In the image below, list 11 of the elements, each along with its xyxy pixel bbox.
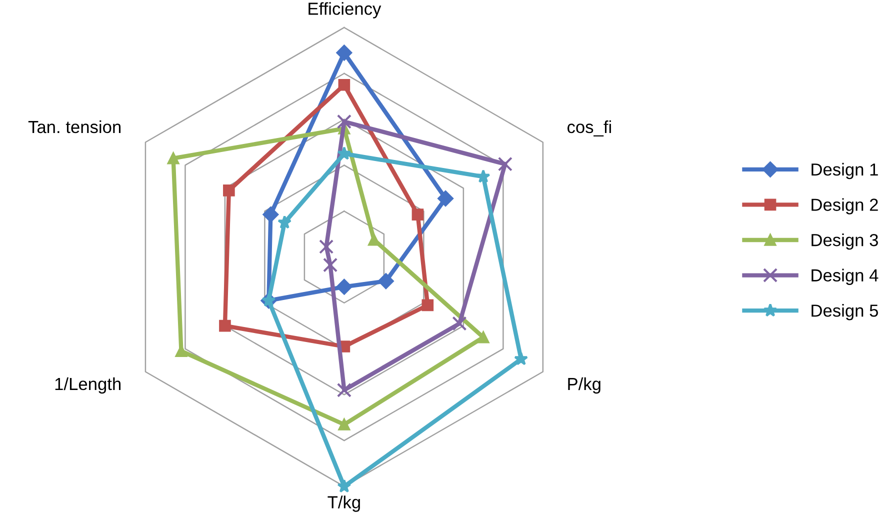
spoke-label: 1/Length bbox=[55, 377, 120, 394]
spoke-label: P/kg bbox=[568, 377, 600, 394]
spoke-label: T/kg bbox=[328, 496, 360, 512]
legend-label: Design 5 bbox=[812, 304, 878, 320]
legend-label: Design 2 bbox=[812, 198, 878, 214]
legend-label: Design 3 bbox=[812, 233, 878, 250]
legend-label: Design 4 bbox=[812, 268, 878, 285]
spoke-label: Efficiency bbox=[308, 2, 382, 18]
spoke-label: cos_fi bbox=[567, 120, 611, 136]
spoke-label: Tan. tension bbox=[28, 120, 120, 134]
legend-label: Design 1 bbox=[812, 162, 878, 180]
